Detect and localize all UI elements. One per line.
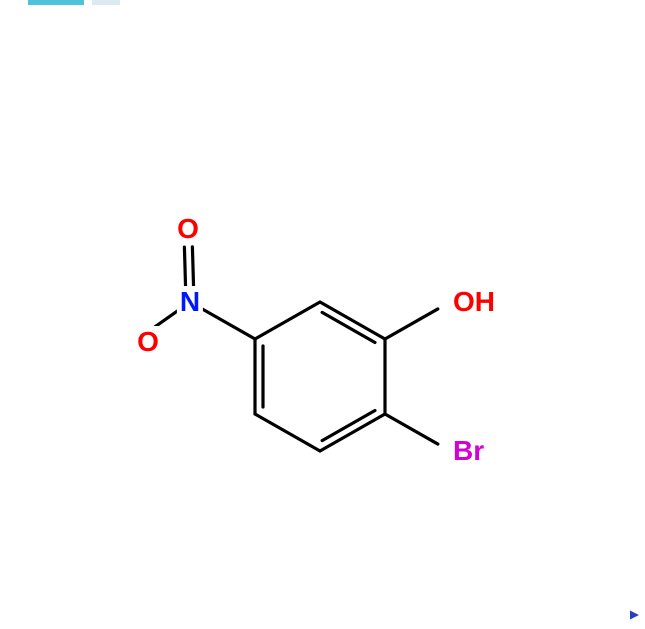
- resize-corner-icon: [0, 0, 645, 629]
